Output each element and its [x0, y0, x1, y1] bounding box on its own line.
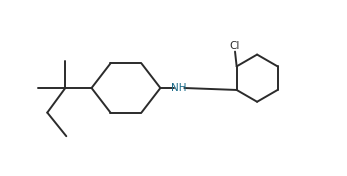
Text: NH: NH — [171, 83, 186, 93]
Text: Cl: Cl — [230, 41, 240, 51]
